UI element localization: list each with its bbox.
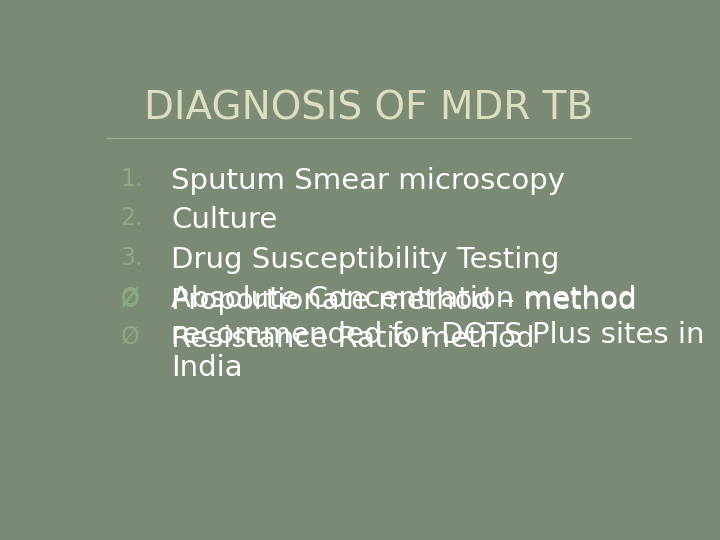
Text: Absolute Concentration method: Absolute Concentration method (171, 285, 636, 313)
Text: Ø: Ø (121, 285, 140, 309)
Text: Drug Susceptibility Testing: Drug Susceptibility Testing (171, 246, 559, 274)
Text: Ø: Ø (121, 325, 140, 349)
Text: 1.: 1. (121, 167, 143, 191)
Text: Sputum Smear microscopy: Sputum Smear microscopy (171, 167, 565, 195)
Text: 3.: 3. (121, 246, 143, 269)
Text: 2.: 2. (121, 206, 143, 230)
Text: Proportionate method – method
recommended for DOTS Plus sites in
India: Proportionate method – method recommende… (171, 287, 704, 382)
Text: Ø: Ø (121, 287, 140, 311)
Text: DIAGNOSIS OF MDR TB: DIAGNOSIS OF MDR TB (145, 90, 593, 127)
FancyBboxPatch shape (81, 58, 657, 487)
Text: Resistance Ratio method: Resistance Ratio method (171, 325, 534, 353)
Text: Culture: Culture (171, 206, 277, 234)
